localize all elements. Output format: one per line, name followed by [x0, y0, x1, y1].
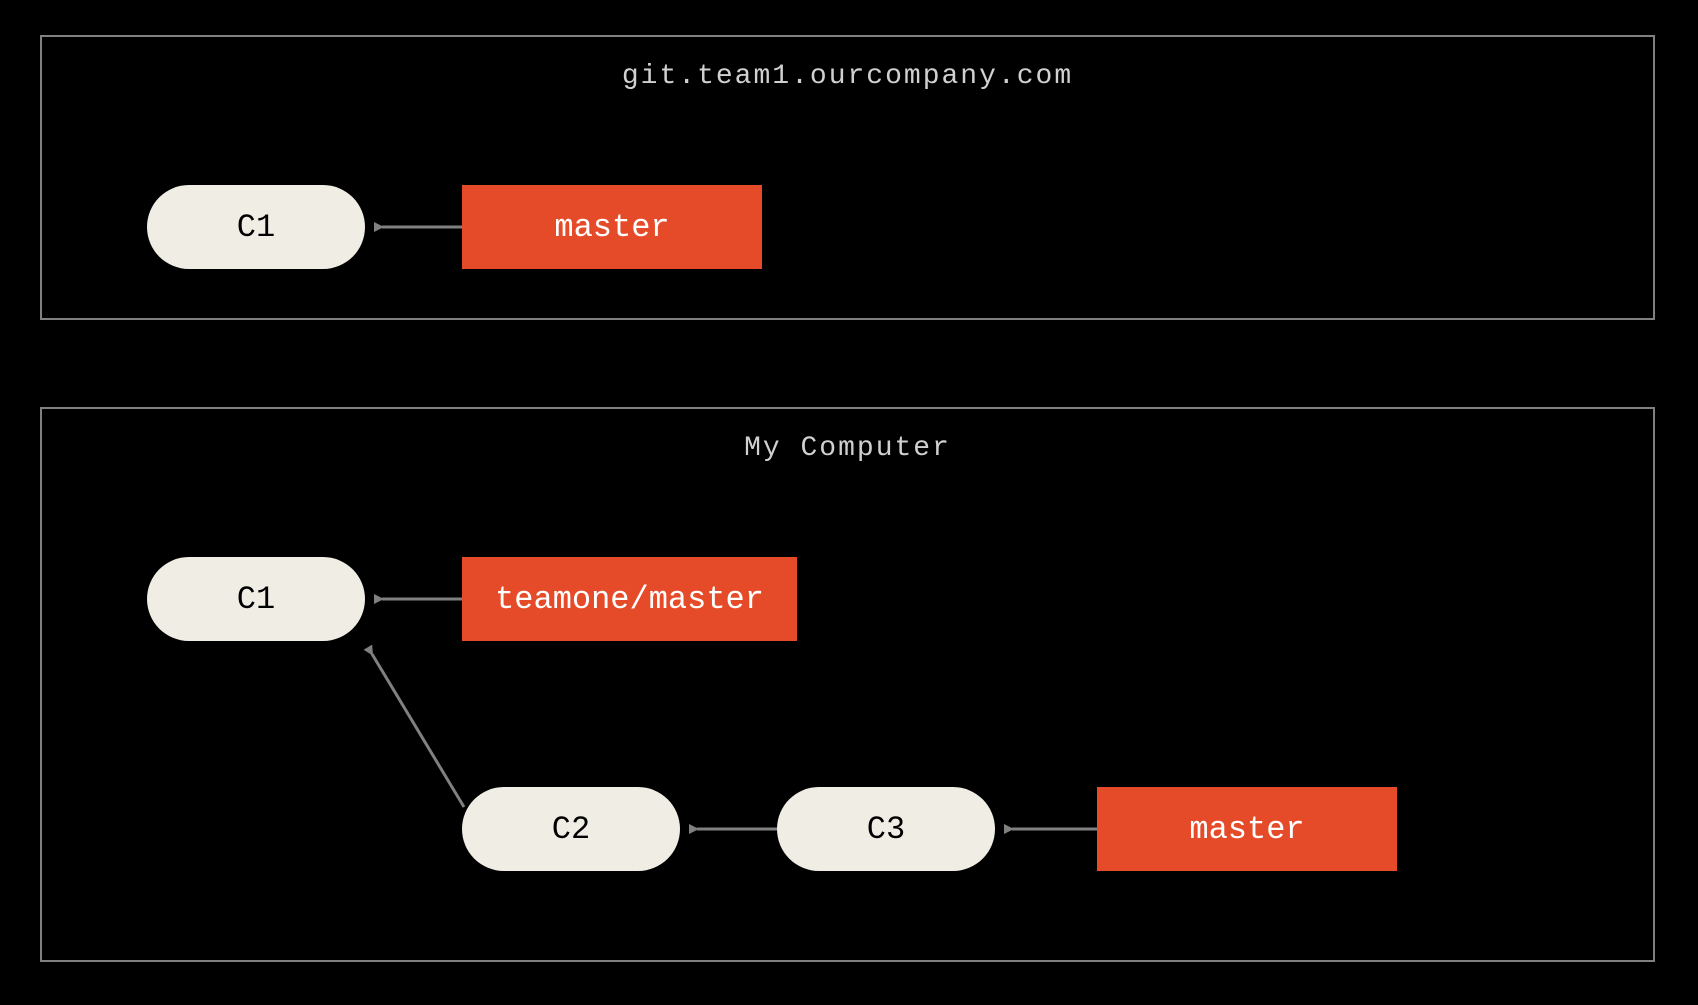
- branch-teamone-master: teamone/master: [462, 557, 797, 641]
- commit-c1-local: C1: [147, 557, 365, 641]
- remote-panel-title: git.team1.ourcompany.com: [42, 61, 1653, 92]
- commit-label: C1: [237, 209, 275, 246]
- arrow-c2-to-c1: [372, 654, 464, 807]
- branch-label: master: [554, 209, 669, 246]
- branch-master-local: master: [1097, 787, 1397, 871]
- local-panel-title: My Computer: [42, 433, 1653, 464]
- commit-c2-local: C2: [462, 787, 680, 871]
- branch-label: master: [1189, 811, 1304, 848]
- commit-label: C1: [237, 581, 275, 618]
- commit-label: C2: [552, 811, 590, 848]
- remote-panel: git.team1.ourcompany.com C1 master: [40, 35, 1655, 320]
- commit-c3-local: C3: [777, 787, 995, 871]
- branch-master-remote: master: [462, 185, 762, 269]
- commit-c1-remote: C1: [147, 185, 365, 269]
- commit-label: C3: [867, 811, 905, 848]
- local-panel: My Computer C1 teamone/master C2 C3 mast…: [40, 407, 1655, 962]
- arrows-local: [42, 409, 1653, 960]
- branch-label: teamone/master: [495, 581, 764, 618]
